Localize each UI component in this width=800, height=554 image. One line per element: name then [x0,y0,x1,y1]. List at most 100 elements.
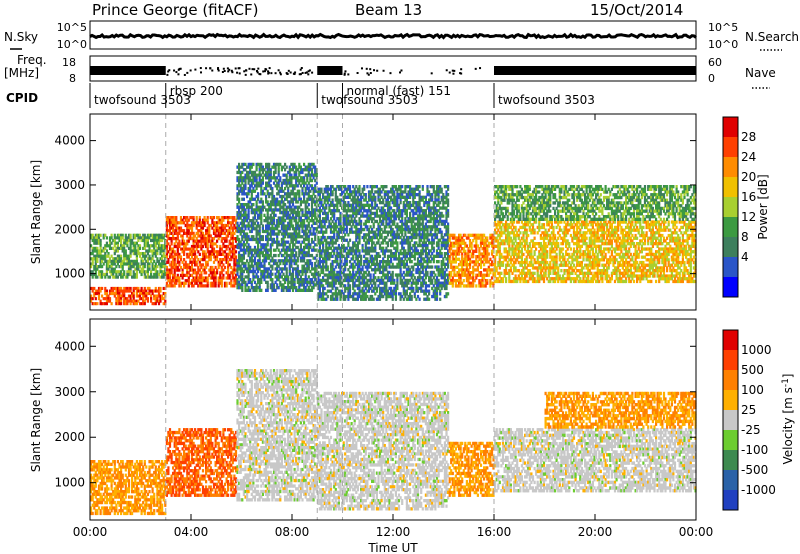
power-cell [97,265,101,269]
power-cell [265,259,268,263]
power-cell [348,238,352,242]
power-cell [331,193,334,197]
power-cell [253,251,257,255]
power-cell [231,250,234,254]
power-cell [201,223,205,228]
power-cell [266,173,269,177]
power-cell [173,284,176,288]
power-cell [247,275,250,279]
power-cell [142,252,145,256]
power-cell [195,263,198,267]
power-cell [195,273,198,277]
power-cell [266,269,269,274]
power-cell [246,248,249,252]
power-cell [274,213,277,217]
power-cell [99,257,102,261]
power-cell [228,252,231,256]
power-cell [272,240,276,244]
power-cell [239,253,242,258]
power-cell [291,227,295,231]
power-cell [113,294,116,298]
power-cell [203,218,206,222]
power-cell [280,197,283,201]
power-cell [268,194,271,199]
power-cell [90,262,93,266]
power-cell [271,243,274,247]
power-cell [102,257,105,261]
power-cell [146,267,149,271]
power-cell [212,281,216,285]
power-cell [257,248,260,252]
power-cell [277,178,280,183]
power-cell [244,181,247,185]
power-cell [234,226,238,230]
power-cell [372,297,375,301]
power-cell [277,278,280,282]
power-cell [167,279,170,283]
power-cell [138,265,142,269]
power-cell [284,256,287,260]
power-cell [209,276,212,280]
power-cell [236,280,239,284]
power-cell [132,236,135,240]
power-cell [107,275,110,279]
power-cell [260,211,263,215]
power-cell [186,218,189,222]
power-cell [116,275,119,279]
power-cell [198,216,201,220]
power-cell [108,241,112,245]
power-cell [268,208,271,212]
cpid-segment-label: normal (fast) 151 [347,84,451,98]
power-cell [261,168,264,172]
power-cell [238,216,241,220]
power-cell [142,302,145,306]
power-cell [241,213,244,217]
power-cell [260,219,263,223]
frequency-dot [223,69,226,72]
power-cell [280,243,283,247]
power-cell [97,241,101,245]
power-cell [284,248,287,252]
power-cell [165,239,168,243]
power-cell [244,280,247,284]
power-cell [253,286,257,290]
power-cell [260,200,263,204]
power-cell [150,257,153,261]
power-cell [258,184,261,188]
power-cell [184,244,187,249]
power-cell [201,244,205,249]
power-cell [145,275,148,279]
power-cell [183,252,186,256]
power-cell [247,269,250,274]
power-cell [143,294,146,298]
power-cell [134,241,137,245]
power-cell [159,249,162,253]
power-cell [249,251,252,255]
power-cell [208,273,211,277]
power-cell [236,170,239,175]
power-cell [195,247,198,251]
power-cell [236,243,239,247]
power-cell [134,286,137,290]
power-cell [242,261,245,266]
power-cell [239,264,242,268]
power-cell [94,233,97,237]
noise-left-tick-bottom: 10^0 [57,38,87,51]
power-cell [238,189,241,193]
power-cell [118,292,121,296]
frequency-dot [460,72,463,75]
power-cell [137,249,140,253]
power-cell [104,254,107,258]
power-cell [288,221,291,225]
power-cell [252,211,255,215]
power-cell [269,232,272,236]
frequency-dot [451,69,454,72]
power-cell [187,223,190,228]
power-cell [236,229,239,234]
power-cell [156,257,159,261]
power-cell [170,265,173,270]
power-cell [183,239,186,243]
power-cell [288,280,291,284]
power-cell [156,259,159,263]
power-cell [142,254,145,258]
